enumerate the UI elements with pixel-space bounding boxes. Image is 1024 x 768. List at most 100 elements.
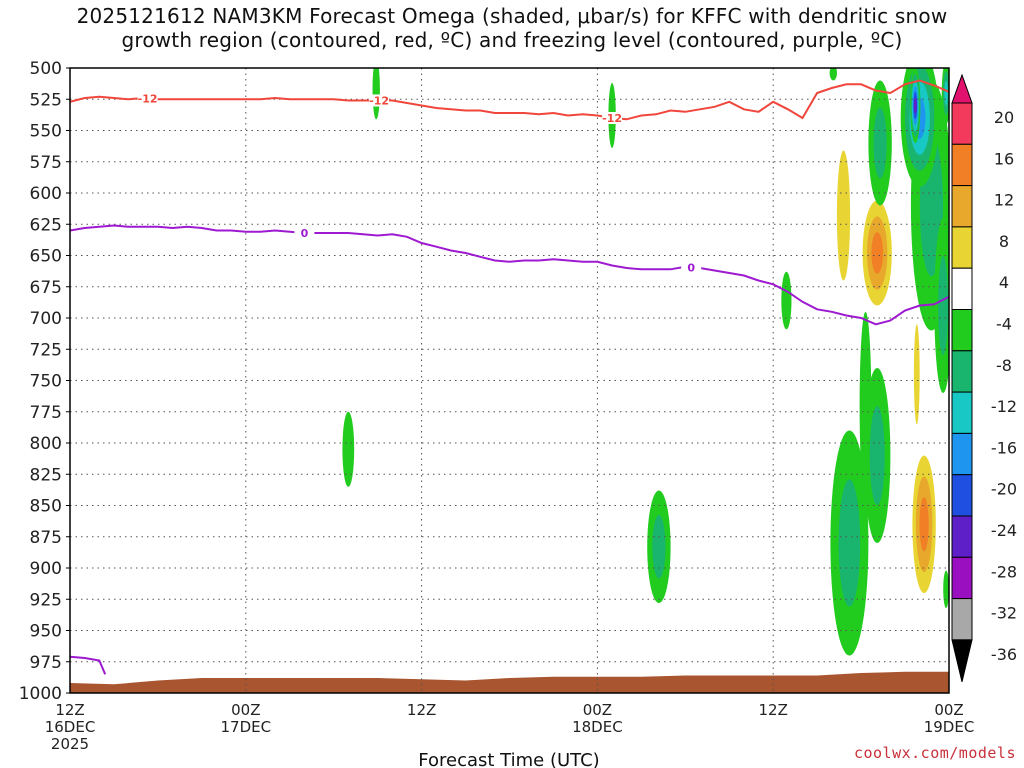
y-tick-label: 800 bbox=[30, 434, 62, 454]
y-tick-label: 525 bbox=[30, 90, 62, 110]
colorbar-swatch bbox=[951, 185, 973, 228]
contour-label: -12 bbox=[369, 95, 389, 108]
y-tick-label: 575 bbox=[30, 153, 62, 173]
y-tick-label: 625 bbox=[30, 215, 62, 235]
y-tick-label: 850 bbox=[30, 497, 62, 517]
x-tick-label: 16DEC bbox=[45, 718, 96, 736]
y-tick-label: 750 bbox=[30, 372, 62, 392]
colorbar-tick-label: 4 bbox=[999, 273, 1009, 292]
title-line-2: growth region (contoured, red, ºC) and f… bbox=[121, 28, 903, 52]
y-tick-label: 975 bbox=[30, 653, 62, 673]
y-tick-label: 650 bbox=[30, 247, 62, 267]
x-tick-label: 19DEC bbox=[924, 718, 975, 736]
omega-contour bbox=[873, 107, 887, 179]
colorbar-tick-label: 16 bbox=[994, 149, 1014, 168]
colorbar-swatch bbox=[951, 432, 973, 476]
colorbar-tick-label: 12 bbox=[994, 191, 1014, 210]
y-tick-label: 500 bbox=[30, 59, 62, 79]
grid bbox=[70, 68, 949, 693]
omega-contour bbox=[913, 97, 917, 114]
colorbar-tick-label: -4 bbox=[996, 315, 1012, 334]
contour-label-bg bbox=[294, 227, 315, 239]
x-tick-label: 12Z bbox=[407, 701, 436, 719]
plot-frame bbox=[69, 67, 950, 694]
contour-lines: -12 -12 -12 0 0 bbox=[70, 79, 949, 675]
colorbar-tick-label: -24 bbox=[991, 521, 1017, 540]
omega-contour bbox=[913, 324, 920, 425]
title-line-1: 2025121612 NAM3KM Forecast Omega (shaded… bbox=[76, 4, 948, 28]
colorbar-tick-label: -20 bbox=[991, 480, 1017, 499]
colorbar-swatch bbox=[951, 143, 973, 187]
colorbar-tick-label: -16 bbox=[991, 438, 1017, 457]
x-tick-label: 12Z bbox=[759, 701, 788, 719]
dgz-contour-line bbox=[70, 79, 949, 121]
terrain-fill bbox=[70, 671, 949, 693]
y-tick-label: 950 bbox=[30, 622, 62, 642]
contour-label: -12 bbox=[602, 112, 622, 125]
colorbar-tick-label: 20 bbox=[994, 108, 1014, 127]
x-axis-label: Forecast Time (UTC) bbox=[418, 750, 599, 768]
y-tick-label: 775 bbox=[30, 403, 62, 423]
contour-label-bg bbox=[602, 112, 623, 124]
x-tick-label: 00Z bbox=[583, 701, 612, 719]
omega-contour bbox=[829, 68, 837, 81]
x-tick-label: 17DEC bbox=[221, 718, 272, 736]
colorbar-tick-label: -28 bbox=[991, 562, 1017, 581]
y-axis: 500 525 550 575 600 625 650 675 700 725 750 775 800 8… bbox=[19, 59, 70, 704]
contour-label: 0 bbox=[301, 227, 309, 240]
chart-title: 2025121612 NAM3KM Forecast Omega (shaded… bbox=[0, 4, 1024, 52]
omega-contour bbox=[919, 497, 929, 552]
colorbar-tick-label: 8 bbox=[999, 232, 1009, 251]
y-tick-label: 825 bbox=[30, 465, 62, 485]
omega-contour bbox=[838, 479, 861, 607]
omega-contour bbox=[943, 570, 949, 609]
freezing-level-line bbox=[70, 224, 949, 326]
omega-contour bbox=[869, 406, 885, 505]
omega-contour bbox=[342, 411, 355, 487]
x-tick-label: 12Z bbox=[55, 701, 84, 719]
x-tick-label: 00Z bbox=[934, 701, 963, 719]
colorbar-swatch bbox=[951, 102, 973, 145]
x-tick-label: 00Z bbox=[231, 701, 260, 719]
colorbar-swatch bbox=[951, 515, 973, 558]
colorbar-swatch bbox=[951, 598, 973, 641]
omega-contour bbox=[836, 150, 851, 281]
colorbar-top-arrow bbox=[951, 73, 973, 104]
omega-contour bbox=[871, 232, 883, 274]
y-tick-label: 875 bbox=[30, 528, 62, 548]
y-tick-label: 550 bbox=[30, 122, 62, 142]
y-tick-label: 675 bbox=[30, 278, 62, 298]
colorbar-swatch bbox=[951, 267, 973, 311]
contour-label-bg bbox=[137, 92, 158, 105]
colorbar-tick-label: -8 bbox=[996, 356, 1012, 375]
y-tick-label: 700 bbox=[30, 309, 62, 329]
colorbar-tick-label: -36 bbox=[991, 645, 1017, 664]
omega-contour bbox=[652, 515, 666, 579]
colorbar-swatch bbox=[951, 474, 973, 517]
y-tick-label: 900 bbox=[30, 559, 62, 579]
x-tick-label: 2025 bbox=[51, 735, 89, 753]
omega-contour bbox=[781, 271, 792, 330]
colorbar-swatch bbox=[951, 226, 973, 269]
freezing-level-line bbox=[70, 655, 107, 675]
omega-contour bbox=[938, 256, 949, 355]
colorbar-swatch bbox=[951, 309, 973, 352]
y-tick-label: 600 bbox=[30, 184, 62, 204]
contour-label-bg bbox=[369, 94, 390, 107]
y-tick-label: 1000 bbox=[19, 684, 62, 704]
colorbar-swatch bbox=[951, 391, 973, 434]
colorbar: 20 16 12 8 4 -4 -8 -12 -16 -20 -24 -28 -32 -36 bbox=[951, 73, 1017, 683]
colorbar-swatch bbox=[951, 350, 973, 393]
omega-contour bbox=[944, 80, 948, 106]
omega-shading bbox=[342, 68, 949, 656]
contour-label: -12 bbox=[138, 92, 158, 105]
contour-label: 0 bbox=[687, 261, 695, 274]
colorbar-tick-label: -12 bbox=[991, 397, 1017, 416]
colorbar-swatch bbox=[951, 556, 973, 600]
colorbar-bottom-arrow bbox=[951, 639, 973, 683]
x-tick-label: 18DEC bbox=[572, 718, 623, 736]
terrain bbox=[70, 671, 949, 693]
y-tick-label: 925 bbox=[30, 590, 62, 610]
